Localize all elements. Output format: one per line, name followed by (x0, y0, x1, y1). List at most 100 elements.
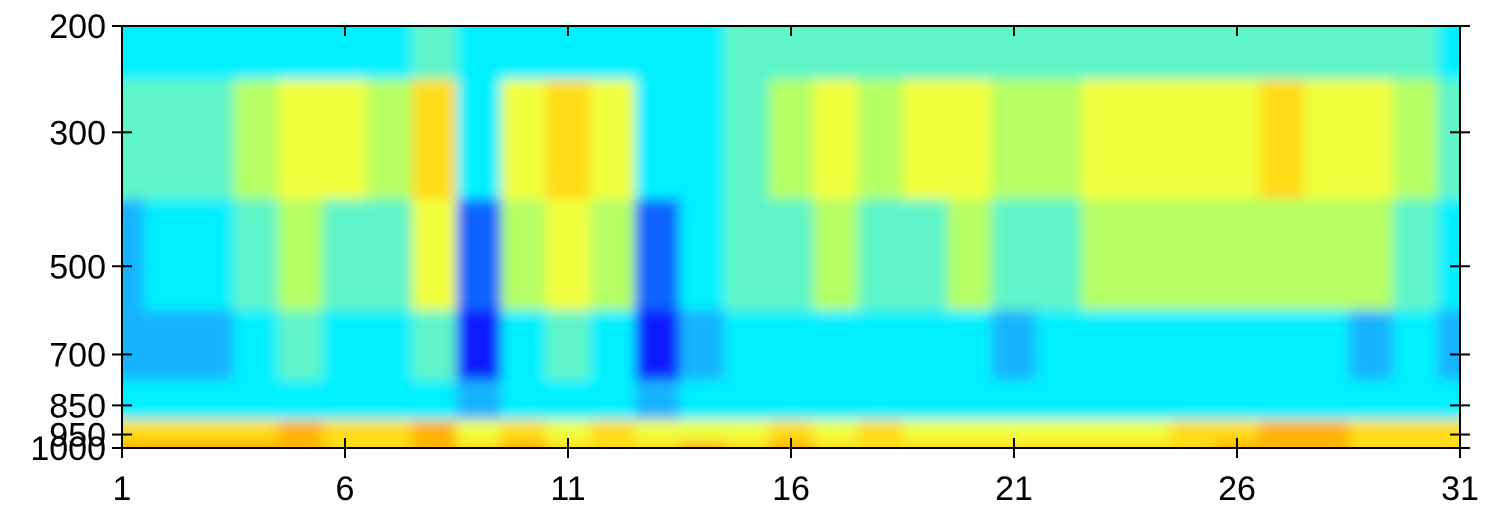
heatmap-cell (1259, 441, 1305, 448)
heatmap-cell (1214, 199, 1260, 311)
heatmap-cell (813, 26, 859, 80)
heatmap-cell (188, 419, 235, 442)
heatmap-cell (278, 441, 324, 448)
heatmap-cell (1437, 199, 1460, 311)
heatmap-cell (679, 419, 725, 442)
heatmap-cell (322, 199, 368, 311)
heatmap-cell (590, 419, 636, 442)
heatmap-cell (590, 379, 636, 421)
heatmap-cell (724, 199, 770, 311)
heatmap-cell (1437, 419, 1460, 442)
x-tick-label: 31 (1441, 470, 1479, 508)
y-tick-label: 850 (49, 387, 106, 425)
y-tick-label: 950 (49, 417, 106, 455)
heatmap-cell (813, 379, 859, 421)
heatmap-cell (768, 199, 814, 311)
heatmap-cell (1170, 379, 1216, 421)
heatmap-cell (724, 79, 770, 200)
heatmap-cell (322, 419, 368, 442)
heatmap-cell (1393, 419, 1439, 442)
heatmap-cell (278, 419, 324, 442)
heatmap-cell (679, 26, 725, 80)
heatmap-cell (188, 310, 235, 381)
heatmap-cell (1036, 379, 1082, 421)
heatmap-cell (233, 379, 279, 421)
plot-area (122, 26, 1460, 448)
heatmap-cell (1303, 79, 1350, 200)
heatmap-cell (367, 379, 413, 421)
heatmap-cell (501, 26, 547, 80)
heatmap-cell (122, 379, 145, 421)
heatmap-cell (947, 441, 993, 448)
heatmap-cell (679, 379, 725, 421)
heatmap-cell (1170, 441, 1216, 448)
heatmap-cell (1393, 310, 1439, 381)
heatmap-cell (1259, 79, 1305, 200)
heatmap-cell (991, 79, 1037, 200)
heatmap-cell (724, 310, 770, 381)
heatmap-cell (501, 441, 547, 448)
heatmap-cell (144, 199, 190, 311)
heatmap-cell (1348, 79, 1394, 200)
heatmap-cell (1125, 419, 1171, 442)
heatmap-cell (947, 79, 993, 200)
heatmap-cell (857, 79, 904, 200)
heatmap-cell (1170, 26, 1216, 80)
heatmap-cell (144, 419, 190, 442)
heatmap-cell (233, 310, 279, 381)
heatmap-cell (545, 199, 591, 311)
y-tick-label: 1000 (30, 430, 106, 468)
heatmap-cell (233, 79, 279, 200)
heatmap-cell (1348, 199, 1394, 311)
heatmap-cell (768, 310, 814, 381)
heatmap-cell (590, 199, 636, 311)
x-axis: 1 6 11 16 21 26 31 (113, 26, 1479, 508)
heatmap-cell (1393, 79, 1439, 200)
heatmap-cell (456, 441, 502, 448)
heatmap-cell (947, 199, 993, 311)
heatmap-cell (1348, 26, 1394, 80)
heatmap-cell (545, 379, 591, 421)
x-tick-label: 16 (772, 470, 810, 508)
heatmap-cell (1036, 199, 1082, 311)
heatmap-cell (188, 199, 235, 311)
y-tick-label: 200 (49, 8, 106, 46)
heatmap-cell (233, 441, 279, 448)
heatmap-cell (233, 26, 279, 80)
heatmap-cell (679, 441, 725, 448)
heatmap-cell (322, 379, 368, 421)
heatmap-cell (1080, 379, 1127, 421)
heatmap-cell (947, 26, 993, 80)
heatmap-cell (367, 441, 413, 448)
heatmap-cell (278, 379, 324, 421)
heatmap-cell (1080, 310, 1127, 381)
heatmap-cell (188, 26, 235, 80)
heatmap-cell (724, 419, 770, 442)
heatmap-cell (122, 310, 145, 381)
heatmap-cell (456, 79, 502, 200)
heatmap-cell (144, 79, 190, 200)
heatmap-cell (1259, 310, 1305, 381)
heatmap-cell (634, 419, 681, 442)
heatmap-cell (1125, 26, 1171, 80)
heatmap-cell (411, 310, 458, 381)
heatmap-cell (724, 379, 770, 421)
x-tick-label: 21 (995, 470, 1033, 508)
heatmap-cell (1214, 379, 1260, 421)
heatmap-cell (768, 79, 814, 200)
x-tick-label: 1 (113, 470, 132, 508)
x-tick-label: 26 (1218, 470, 1256, 508)
heatmap-cell (1259, 26, 1305, 80)
heatmap-cell (411, 26, 458, 80)
heatmap-cell (902, 79, 948, 200)
heatmap-cell (1303, 379, 1350, 421)
heatmap-cell (144, 310, 190, 381)
heatmap-cell (947, 310, 993, 381)
heatmap-cell (634, 79, 681, 200)
heatmap-cell (367, 26, 413, 80)
contour-cells (122, 26, 1460, 448)
heatmap-cell (1125, 199, 1171, 311)
heatmap-cell (991, 310, 1037, 381)
heatmap-cell (857, 441, 904, 448)
